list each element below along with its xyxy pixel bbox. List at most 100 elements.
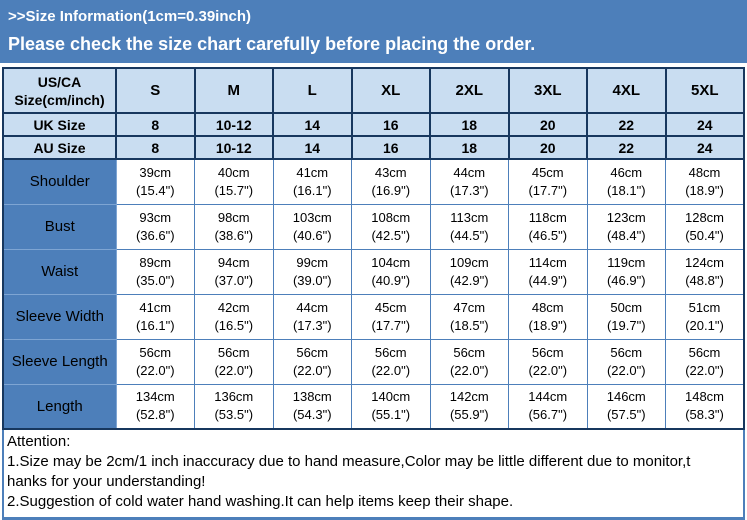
- inch-value: (48.8"): [685, 272, 724, 288]
- cm-value: 48cm: [531, 299, 564, 315]
- au-size-row-value: 8: [115, 135, 196, 160]
- uk-size-row-value: 8: [115, 112, 196, 137]
- uk-size-row-value: 20: [507, 112, 588, 137]
- cm-value: 134cm: [135, 389, 175, 405]
- measurement-cell: 119cm (46.9"): [586, 248, 666, 295]
- inch-value: (22.0"): [135, 362, 175, 378]
- inch-value: (55.1"): [371, 407, 411, 423]
- measurement-cell: 56cm (22.0"): [115, 338, 195, 385]
- au-size-row-value: 24: [664, 135, 745, 160]
- measurement-cell: 44cm (17.3"): [429, 158, 509, 205]
- inch-value: (22.0"): [214, 362, 254, 378]
- measurement-cell: 56cm (22.0"): [665, 338, 745, 385]
- measurement-cell: 140cm (55.1"): [351, 383, 431, 430]
- inch-value: (18.9"): [528, 317, 568, 333]
- cm-value: 56cm: [296, 344, 329, 360]
- measurement-label: Waist: [2, 248, 117, 295]
- attention-title: Attention:: [7, 433, 71, 450]
- inch-value: (15.4"): [135, 182, 175, 198]
- measurement-cell: 40cm (15.7"): [194, 158, 274, 205]
- inch-value: (40.9"): [371, 272, 411, 288]
- inch-value: (42.5"): [371, 227, 411, 243]
- cm-value: 99cm: [296, 254, 329, 270]
- cm-value: 56cm: [610, 344, 643, 360]
- attention-line: hanks for your understanding!: [7, 473, 206, 490]
- measurement-row: Sleeve Width 41cm (16.1") 42cm (16.5") 44cm (1…: [2, 293, 745, 340]
- cm-value: 46cm: [610, 164, 643, 180]
- cm-value: 113cm: [450, 209, 489, 225]
- inch-value: (22.0"): [528, 362, 568, 378]
- attention-line: 2.Suggestion of cold water hand washing.…: [7, 493, 514, 510]
- inch-value: (22.0"): [449, 362, 489, 378]
- measurement-label: Length: [2, 383, 117, 430]
- cm-value: 47cm: [453, 299, 486, 315]
- au-size-row-value: 18: [429, 135, 510, 160]
- cm-value: 41cm: [139, 299, 172, 315]
- inch-value: (55.9"): [449, 407, 489, 423]
- size-chart-table: US/CA Size(cm/inch) S M L XL 2XL 3XL 4XL 5XL UK Si…: [2, 67, 745, 430]
- uk-size-row-value: 18: [429, 112, 510, 137]
- inch-value: (17.7"): [528, 182, 568, 198]
- uk-size-row-value: 24: [664, 112, 745, 137]
- measurement-row: Bust 93cm (36.6") 98cm (38.6") 103cm (40.6") 10…: [2, 203, 745, 250]
- size-info-banner: >>Size Information(1cm=0.39inch) Please …: [0, 0, 747, 63]
- measurement-cell: 142cm (55.9"): [429, 383, 509, 430]
- measurement-cell: 114cm (44.9"): [508, 248, 588, 295]
- inch-value: (44.5"): [449, 227, 489, 243]
- corner-line1: US/CA: [37, 73, 82, 90]
- measurement-cell: 109cm (42.9"): [429, 248, 509, 295]
- measurement-row: Shoulder 39cm (15.4") 40cm (15.7") 41cm (16.1"…: [2, 158, 745, 205]
- inch-value: (35.0"): [135, 272, 175, 288]
- cm-value: 44cm: [453, 164, 486, 180]
- measurement-cell: 148cm (58.3"): [665, 383, 745, 430]
- measurement-cell: 48cm (18.9"): [508, 293, 588, 340]
- inch-value: (18.5"): [449, 317, 489, 333]
- measurement-cell: 48cm (18.9"): [665, 158, 745, 205]
- size-header-M: M: [193, 67, 274, 114]
- cm-value: 109cm: [449, 254, 489, 270]
- au-size-row-value: 22: [586, 135, 667, 160]
- inch-value: (37.0"): [214, 272, 254, 288]
- cm-value: 138cm: [292, 389, 332, 405]
- banner-subtitle: Please check the size chart carefully be…: [8, 34, 536, 54]
- cm-value: 140cm: [371, 389, 411, 405]
- cm-value: 89cm: [139, 254, 172, 270]
- cm-value: 56cm: [374, 344, 407, 360]
- cm-value: 45cm: [374, 299, 407, 315]
- measurement-cell: 39cm (15.4"): [115, 158, 195, 205]
- inch-value: (36.6"): [135, 227, 175, 243]
- cm-value: 144cm: [528, 389, 568, 405]
- cm-value: 40cm: [217, 164, 250, 180]
- cm-value: 44cm: [296, 299, 329, 315]
- measurement-cell: 136cm (53.5"): [194, 383, 274, 430]
- size-header-XL: XL: [350, 67, 431, 114]
- inch-value: (17.3"): [449, 182, 489, 198]
- corner-header-cell: US/CA Size(cm/inch): [2, 67, 117, 114]
- measurement-cell: 42cm (16.5"): [194, 293, 274, 340]
- inch-value: (46.9"): [606, 272, 646, 288]
- measurement-label: Sleeve Length: [2, 338, 117, 385]
- measurement-cell: 50cm (19.7"): [586, 293, 666, 340]
- cm-value: 94cm: [217, 254, 250, 270]
- size-header-5XL: 5XL: [664, 67, 745, 114]
- corner-line2: Size(cm/inch): [14, 91, 105, 108]
- cm-value: 56cm: [531, 344, 564, 360]
- measurement-row: Length 134cm (52.8") 136cm (53.5") 138cm (54.3…: [2, 383, 745, 430]
- cm-value: 45cm: [531, 164, 564, 180]
- cm-value: 108cm: [371, 209, 411, 225]
- au-size-row-value: 16: [350, 135, 431, 160]
- measurement-cell: 56cm (22.0"): [351, 338, 431, 385]
- inch-value: (54.3"): [292, 407, 332, 423]
- cm-value: 56cm: [139, 344, 172, 360]
- inch-value: (17.3"): [292, 317, 332, 333]
- cm-value: 142cm: [449, 389, 489, 405]
- cm-value: 104cm: [371, 254, 411, 270]
- inch-value: (16.1"): [292, 182, 332, 198]
- cm-value: 56cm: [453, 344, 486, 360]
- cm-value: 50cm: [610, 299, 643, 315]
- measurement-cell: 41cm (16.1"): [272, 158, 352, 205]
- measurement-cell: 94cm (37.0"): [194, 248, 274, 295]
- measurement-cell: 47cm (18.5"): [429, 293, 509, 340]
- cm-value: 148cm: [684, 389, 725, 405]
- inch-value: (19.7"): [606, 317, 646, 333]
